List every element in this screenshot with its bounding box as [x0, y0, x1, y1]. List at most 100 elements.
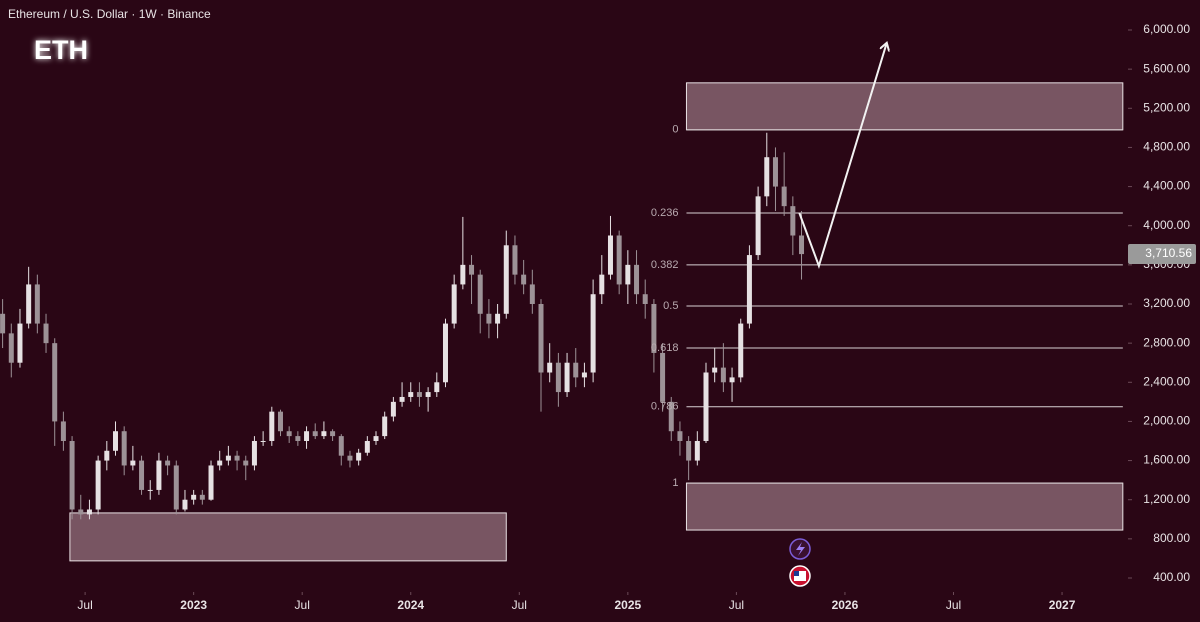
fib-label: 1	[672, 477, 678, 489]
x-tick-label: 2023	[180, 598, 207, 612]
chart-title: ETH	[34, 35, 88, 65]
candle-body	[607, 235, 613, 275]
last-price-box	[1128, 244, 1196, 265]
y-tick-label: 3,200.00	[1143, 296, 1190, 310]
candle-body	[555, 362, 561, 393]
candle-body	[234, 455, 240, 461]
candle-body	[312, 431, 318, 437]
candle-body	[286, 431, 292, 437]
last-price-label: 3,710.56	[1145, 246, 1192, 260]
candle-body	[199, 494, 205, 500]
fib-label: 0.382	[651, 259, 679, 271]
x-tick-label: 2024	[397, 598, 424, 612]
candle-body	[581, 372, 587, 378]
candle-body	[781, 186, 787, 207]
candle-body	[503, 245, 509, 314]
zone	[685, 82, 1124, 131]
candle-body	[746, 255, 752, 324]
candle-body	[0, 313, 6, 334]
candle-body	[590, 294, 596, 373]
candle-body	[191, 494, 197, 500]
candle-body	[573, 362, 579, 378]
candle-body	[147, 489, 153, 491]
candle-body	[634, 264, 640, 295]
candle-body	[599, 274, 605, 295]
candle-body	[338, 436, 344, 456]
x-tick-label: Jul	[946, 598, 961, 612]
candle-body	[799, 235, 805, 255]
y-tick-label: 2,000.00	[1143, 414, 1190, 428]
candle-body	[477, 274, 483, 314]
candle-body	[538, 304, 544, 373]
y-tick-label: 4,800.00	[1143, 140, 1190, 154]
candle-body	[720, 367, 726, 383]
candle-body	[738, 323, 744, 378]
candle-body	[399, 396, 405, 402]
y-tick-label: 400.00	[1153, 570, 1190, 584]
candle-body	[182, 499, 188, 510]
candle-body	[390, 401, 396, 417]
candle-body	[304, 431, 310, 441]
candle-body	[43, 323, 49, 344]
candle-body	[686, 441, 692, 461]
candle-body	[347, 455, 353, 461]
candle-body	[69, 441, 75, 510]
plot-area	[0, 45, 1124, 562]
x-tick-label: Jul	[729, 598, 744, 612]
y-tick-label: 4,000.00	[1143, 218, 1190, 232]
candle-body	[712, 367, 718, 373]
candle-body	[8, 333, 14, 363]
candle-body	[512, 245, 518, 275]
y-tick-label: 4,400.00	[1143, 179, 1190, 193]
candle-body	[208, 465, 214, 500]
y-tick-label: 5,200.00	[1143, 100, 1190, 114]
candle-body	[451, 284, 457, 324]
projection-arrow	[798, 45, 886, 269]
event-icons	[789, 538, 811, 587]
candle-body	[321, 431, 327, 437]
candle-body	[277, 411, 283, 432]
candle-body	[78, 509, 84, 515]
x-tick-label: Jul	[77, 598, 92, 612]
candle-body	[660, 352, 666, 402]
candle-body	[764, 157, 770, 197]
candle-body	[330, 431, 336, 437]
candle-body	[564, 362, 570, 393]
candle-body	[486, 313, 492, 324]
candle-body	[460, 264, 466, 285]
chart-header: Ethereum / U.S. Dollar · 1W · Binance	[8, 7, 211, 21]
candle-body	[139, 460, 145, 490]
candle-body	[295, 436, 301, 441]
candle-body	[260, 441, 266, 442]
fib-label: 0	[672, 124, 678, 136]
x-tick-label: 2026	[832, 598, 859, 612]
candle-body	[60, 421, 66, 441]
candle-body	[243, 460, 249, 466]
candle-body	[529, 284, 535, 304]
y-tick-label: 800.00	[1153, 531, 1190, 545]
fib-label: 0.236	[651, 207, 679, 219]
candle-body	[521, 274, 527, 285]
candle-body	[434, 382, 440, 393]
candle-body	[52, 343, 58, 422]
y-tick-label: 2,800.00	[1143, 335, 1190, 349]
candle-body	[408, 392, 414, 397]
candle-body	[356, 452, 362, 461]
candle-body	[729, 377, 735, 383]
event-icon-glyph	[796, 542, 805, 556]
x-tick-label: 2025	[614, 598, 641, 612]
fib-label: 0.786	[651, 401, 679, 413]
y-tick-label: 1,200.00	[1143, 492, 1190, 506]
candle-body	[442, 323, 448, 383]
event-icon-glyph	[794, 571, 806, 581]
candle-body	[677, 431, 683, 441]
candle-body	[625, 264, 631, 285]
candle-body	[26, 284, 32, 324]
candle-body	[269, 411, 275, 441]
x-tick-label: Jul	[295, 598, 310, 612]
candle-body	[469, 264, 475, 275]
x-tick-label: Jul	[512, 598, 527, 612]
candle-body	[130, 460, 136, 466]
